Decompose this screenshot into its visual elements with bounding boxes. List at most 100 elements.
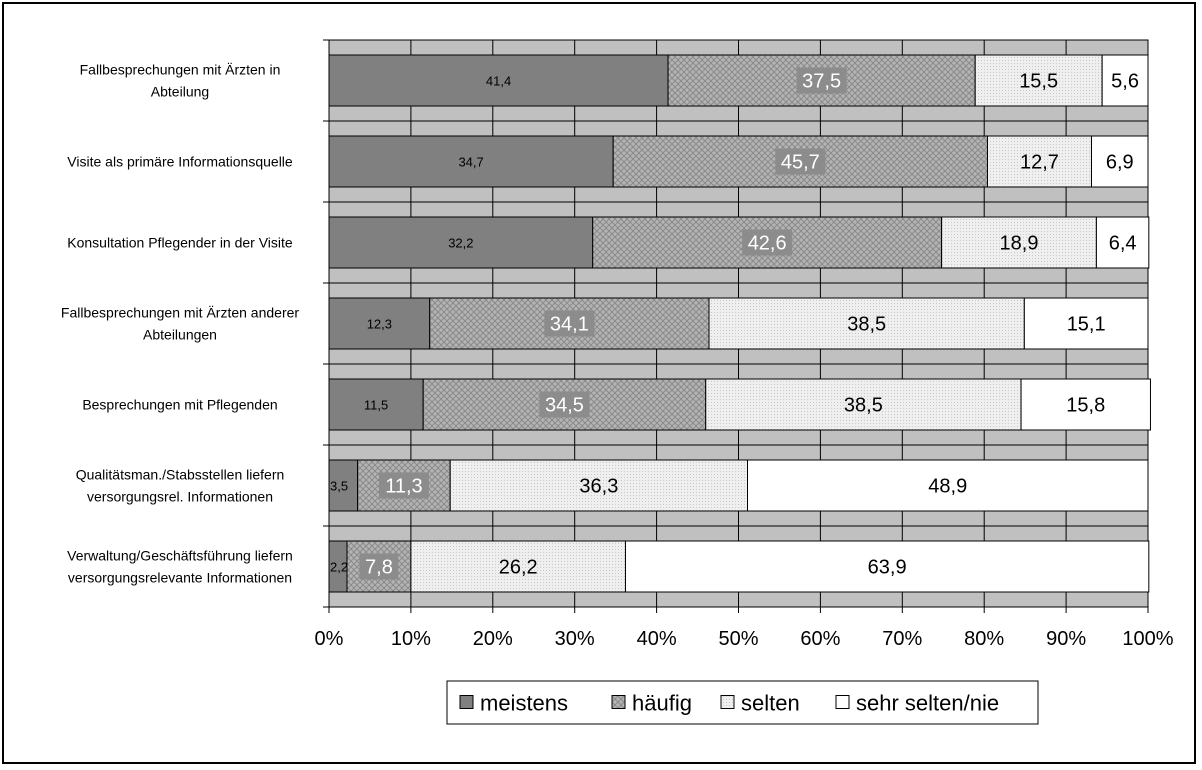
data-label: 26,2	[499, 557, 538, 579]
data-label-group: 11,5	[364, 398, 388, 413]
data-label-group: 42,6	[742, 229, 793, 256]
legend-label-2: selten	[741, 691, 800, 716]
legend-label-1: häufig	[632, 691, 692, 716]
legend-swatch-1	[611, 695, 626, 709]
data-label: 36,3	[579, 476, 618, 498]
legend-label-3: sehr selten/nie	[856, 691, 999, 716]
bar-0-3	[328, 297, 431, 350]
data-label-group: 36,3	[579, 476, 618, 498]
x-axis: 0% 10% 20% 30% 40% 50% 60% 70% 80% 90% 100%	[315, 39, 1174, 650]
data-label: 32,2	[448, 236, 473, 251]
data-label-group: 18,9	[1000, 233, 1039, 255]
data-label-group: 37,5	[796, 67, 847, 94]
data-label-group: 26,2	[499, 557, 538, 579]
data-label: 11,3	[385, 476, 422, 498]
data-label: 15,8	[1066, 395, 1105, 417]
legend: meistens häufig selten sehr selten/nie	[446, 680, 1039, 725]
data-label-box	[742, 229, 793, 256]
data-label-group: 2,2	[330, 560, 348, 575]
legend-swatch-3	[835, 695, 850, 709]
data-label: 38,5	[847, 314, 886, 336]
data-label-group: 12,3	[367, 317, 392, 332]
data-label-group: 34,1	[544, 310, 595, 337]
bar-3-6	[624, 540, 1150, 593]
x-tick-label: 60%	[800, 628, 840, 650]
bar-0-5	[328, 459, 359, 512]
legend-box	[446, 680, 1039, 725]
category-label: Qualitätsman./Stabsstellen liefern	[76, 467, 285, 483]
bar-3-3	[1023, 297, 1149, 350]
data-label: 45,7	[781, 152, 820, 174]
data-label: 42,6	[748, 233, 787, 255]
category-label: versorgungsrel. Informationen	[87, 489, 273, 505]
data-label: 5,6	[1111, 71, 1139, 93]
x-tick-label: 20%	[473, 628, 513, 650]
category-label: Abteilungen	[143, 327, 217, 343]
bar-2-3	[708, 297, 1025, 350]
data-label-group: 38,5	[847, 314, 886, 336]
category-label: Abteilung	[151, 84, 209, 100]
data-label-group: 34,5	[539, 391, 590, 418]
data-label: 11,5	[364, 398, 388, 413]
x-tick-label: 30%	[555, 628, 595, 650]
data-label: 15,1	[1067, 314, 1106, 336]
data-label-group: 15,1	[1067, 314, 1106, 336]
data-label-group: 48,9	[928, 476, 967, 498]
data-label-group: 38,5	[844, 395, 883, 417]
data-label-group: 12,7	[1020, 152, 1059, 174]
data-label: 6,9	[1106, 152, 1134, 174]
data-label-box	[539, 391, 590, 418]
data-label: 12,7	[1020, 152, 1059, 174]
data-label: 41,4	[486, 74, 511, 89]
data-label-group: 15,8	[1066, 395, 1105, 417]
data-label: 2,2	[330, 560, 348, 575]
data-label-group: 7,8	[359, 553, 399, 580]
legend-swatch-0	[459, 695, 474, 709]
category-label: Fallbesprechungen mit Ärzten anderer	[61, 305, 299, 321]
bar-0-0	[328, 54, 669, 107]
data-label: 6,4	[1109, 233, 1137, 255]
bar-0-2	[328, 216, 594, 269]
data-label-group: 5,6	[1111, 71, 1139, 93]
data-label: 34,5	[545, 395, 584, 417]
bar-3-2	[1095, 216, 1150, 269]
data-label-group: 32,2	[448, 236, 473, 251]
data-label-group: 6,9	[1106, 152, 1134, 174]
bar-3-1	[1090, 135, 1149, 188]
category-label: Verwaltung/Geschäftsführung liefern	[67, 548, 293, 564]
data-label: 48,9	[928, 476, 967, 498]
data-label-box	[378, 472, 429, 499]
legend-label-0: meistens	[480, 691, 568, 716]
data-label-box	[359, 553, 399, 580]
bar-2-6	[410, 540, 626, 593]
category-label: Besprechungen mit Pflegenden	[82, 397, 277, 413]
category-label: Konsultation Pflegender in der Visite	[67, 235, 293, 251]
x-tick-label: 90%	[1046, 628, 1086, 650]
data-label-group: 34,7	[458, 155, 483, 170]
data-label-box	[796, 67, 847, 94]
category-label: Fallbesprechungen mit Ärzten in	[80, 62, 281, 78]
data-label: 7,8	[365, 557, 393, 579]
data-label: 12,3	[367, 317, 392, 332]
x-tick-label: 80%	[964, 628, 1004, 650]
data-label-group: 3,5	[330, 479, 348, 494]
data-label-group: 15,5	[1019, 71, 1058, 93]
data-label: 63,9	[868, 557, 907, 579]
data-label-group: 41,4	[486, 74, 511, 89]
bar-3-5	[747, 459, 1149, 512]
data-label-group: 11,3	[378, 472, 429, 499]
x-tick-label: 10%	[391, 628, 431, 650]
category-label: versorgungsrelevante Informationen	[68, 570, 292, 586]
x-tick-label: 0%	[315, 628, 344, 650]
data-label: 34,7	[458, 155, 483, 170]
data-label: 15,5	[1019, 71, 1058, 93]
legend-swatch-2	[720, 695, 735, 709]
x-tick-label: 40%	[637, 628, 677, 650]
data-label: 3,5	[330, 479, 348, 494]
bar-1-6	[346, 540, 412, 593]
bar-3-4	[1020, 378, 1151, 431]
bar-3-0	[1101, 54, 1149, 107]
data-label-group: 63,9	[868, 557, 907, 579]
category-label: Visite als primäre Informationsquelle	[67, 154, 293, 170]
